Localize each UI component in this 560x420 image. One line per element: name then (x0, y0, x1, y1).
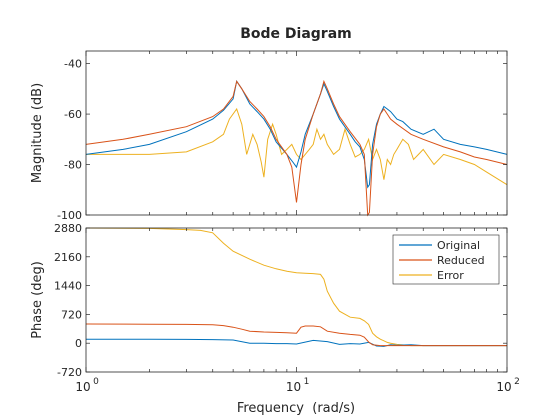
magnitude-ytick-label: -60 (64, 108, 82, 121)
magnitude-series-reduced (85, 79, 508, 217)
legend-label-reduced: Reduced (437, 254, 485, 267)
phase-ytick-label: 2880 (54, 222, 82, 235)
magnitude-plot-area (86, 51, 507, 215)
magnitude-series-group (85, 79, 508, 217)
x-tick-labels: 10 0 10 1 10 2 (75, 377, 520, 394)
phase-series-reduced (85, 323, 507, 347)
phase-ytick-label: 2160 (54, 251, 82, 264)
x-tick-exponent: 0 (93, 377, 99, 387)
phase-series-error (85, 227, 507, 347)
magnitude-ticks: -100 -80 -60 -40 (57, 51, 508, 222)
magnitude-ylabel: Magnitude (dB) (30, 83, 45, 183)
phase-ytick-label: 720 (61, 308, 82, 321)
legend-items: Original Reduced Error (399, 239, 485, 282)
legend-label-error: Error (437, 269, 464, 282)
magnitude-axes: -100 -80 -60 -40 Magnitude (dB) (30, 50, 508, 222)
legend-label-original: Original (437, 239, 480, 252)
x-tick-label: 10 (286, 380, 301, 394)
phase-ytick-label: 0 (75, 337, 82, 350)
x-tick-label: 10 (75, 380, 90, 394)
x-tick-label: 10 (496, 380, 511, 394)
chart-title: Bode Diagram (240, 26, 352, 42)
magnitude-axes-box (85, 50, 508, 216)
x-tick-exponent: 2 (514, 377, 520, 387)
phase-ytick-label: -720 (57, 366, 82, 379)
magnitude-ytick-label: -40 (64, 58, 82, 71)
phase-axes-box (85, 227, 508, 373)
x-tick-exponent: 1 (304, 377, 310, 387)
x-axis-label: Frequency (rad/s) (237, 401, 355, 416)
magnitude-series-error (86, 107, 508, 186)
phase-series-group (85, 227, 507, 347)
magnitude-ytick-label: -100 (57, 209, 82, 222)
phase-ytick-label: 1440 (54, 280, 82, 293)
magnitude-ytick-label: -80 (64, 159, 82, 172)
phase-axes: -720 0 720 1440 2160 2880 Phase (deg) (30, 222, 508, 379)
phase-ylabel: Phase (deg) (30, 261, 45, 339)
legend: Original Reduced Error (392, 234, 500, 285)
